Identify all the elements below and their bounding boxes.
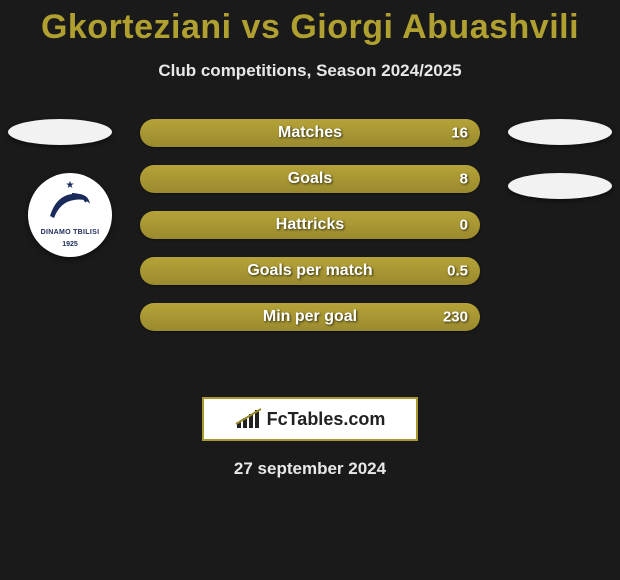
stat-value-right: 0 — [460, 217, 468, 234]
subtitle: Club competitions, Season 2024/2025 — [0, 61, 620, 81]
bar-right-fill — [310, 165, 480, 193]
stat-label: Goals per match — [247, 262, 372, 280]
stat-label: Goals — [288, 170, 332, 188]
logo-text-club: DINAMO TBILISI — [35, 229, 105, 236]
club-left-logo: ★ DINAMO TBILISI 1925 — [28, 173, 112, 257]
stats-bars: Matches 16 Goals 8 Hattricks 0 Goals per… — [140, 119, 480, 349]
stat-row-hattricks: Hattricks 0 — [140, 211, 480, 239]
stat-value-right: 0.5 — [447, 263, 468, 280]
brand-text: FcTables.com — [267, 409, 386, 430]
stat-value-right: 230 — [443, 309, 468, 326]
player-left-placeholder — [8, 119, 112, 145]
stat-row-min-per-goal: Min per goal 230 — [140, 303, 480, 331]
stat-value-right: 16 — [451, 125, 468, 142]
bar-left-fill — [140, 165, 310, 193]
bar-chart-icon — [235, 408, 263, 430]
stat-row-goals-per-match: Goals per match 0.5 — [140, 257, 480, 285]
player-right-placeholder — [508, 119, 612, 145]
stat-value-right: 8 — [460, 171, 468, 188]
stat-row-matches: Matches 16 — [140, 119, 480, 147]
dinamo-tbilisi-logo: ★ DINAMO TBILISI 1925 — [35, 180, 105, 250]
stat-label: Min per goal — [263, 308, 357, 326]
stat-row-goals: Goals 8 — [140, 165, 480, 193]
stat-label: Matches — [278, 124, 342, 142]
brand-badge: FcTables.com — [202, 397, 418, 441]
stat-label: Hattricks — [276, 216, 344, 234]
club-right-placeholder — [508, 173, 612, 199]
logo-text-year: 1925 — [35, 241, 105, 248]
logo-swoosh-icon — [48, 190, 92, 222]
date-label: 27 september 2024 — [0, 459, 620, 479]
page-title: Gkorteziani vs Giorgi Abuashvili — [0, 0, 620, 47]
comparison-section: ★ DINAMO TBILISI 1925 Matches 16 Goals 8… — [0, 119, 620, 379]
